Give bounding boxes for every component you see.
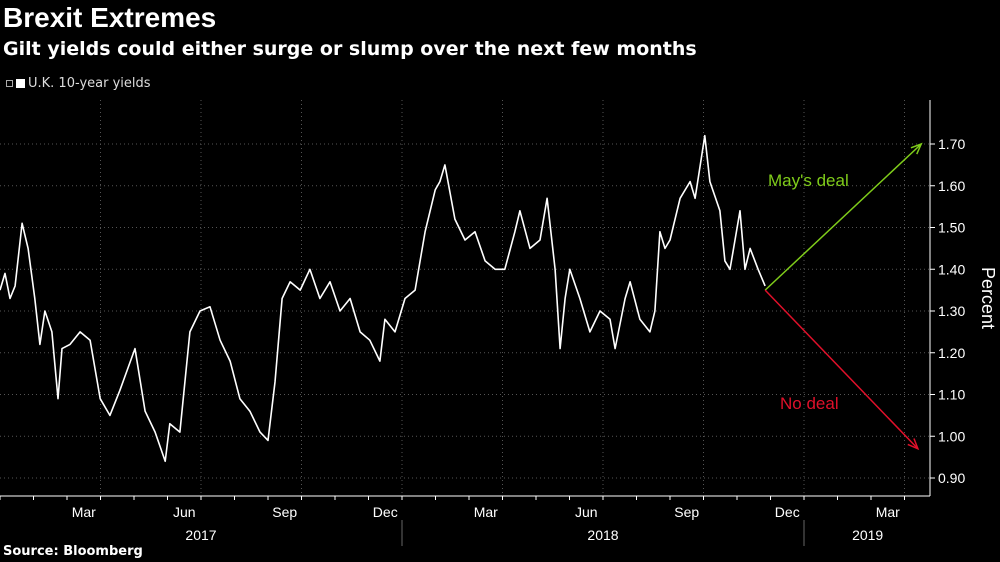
y-tick-label: 1.30 [938, 303, 965, 319]
x-tick-label: Mar [72, 504, 96, 520]
y-tick-label: 0.90 [938, 470, 965, 486]
y-tick-label: 1.10 [938, 387, 965, 403]
y-tick-label: 1.60 [938, 178, 965, 194]
annotation-arrow [764, 289, 919, 450]
arrowhead-icon [910, 142, 923, 155]
x-tick-label: Sep [272, 504, 297, 520]
source-note: Source: Bloomberg [3, 544, 143, 559]
y-axis-label: Percent [978, 267, 998, 329]
year-label: 2018 [587, 527, 618, 543]
x-tick-label: Jun [575, 504, 598, 520]
year-label: 2017 [185, 527, 216, 543]
legend-swatch [16, 79, 25, 88]
legend: U.K. 10-year yields [6, 76, 151, 91]
chart-subtitle: Gilt yields could either surge or slump … [3, 38, 697, 60]
x-tick-label: Dec [775, 504, 800, 520]
chart-title: Brexit Extremes [3, 2, 217, 33]
x-tick-label: Dec [373, 504, 398, 520]
x-tick-label: Mar [876, 504, 900, 520]
x-tick-label: Jun [173, 504, 196, 520]
x-tick-label: Mar [474, 504, 498, 520]
annotation-label: No deal [780, 394, 839, 413]
legend-label: U.K. 10-year yields [28, 76, 151, 91]
y-tick-label: 1.20 [938, 345, 965, 361]
y-tick-label: 1.00 [938, 428, 965, 444]
year-label: 2019 [852, 527, 883, 543]
annotation-arrow [764, 143, 922, 291]
series-line [0, 134, 766, 463]
y-tick-label: 1.50 [938, 220, 965, 236]
annotation-label: May's deal [768, 171, 849, 190]
y-tick-label: 1.40 [938, 261, 965, 277]
arrowhead-icon [907, 438, 920, 451]
x-tick-label: Sep [674, 504, 699, 520]
legend-expand-icon[interactable] [6, 80, 13, 87]
y-tick-label: 1.70 [938, 136, 965, 152]
